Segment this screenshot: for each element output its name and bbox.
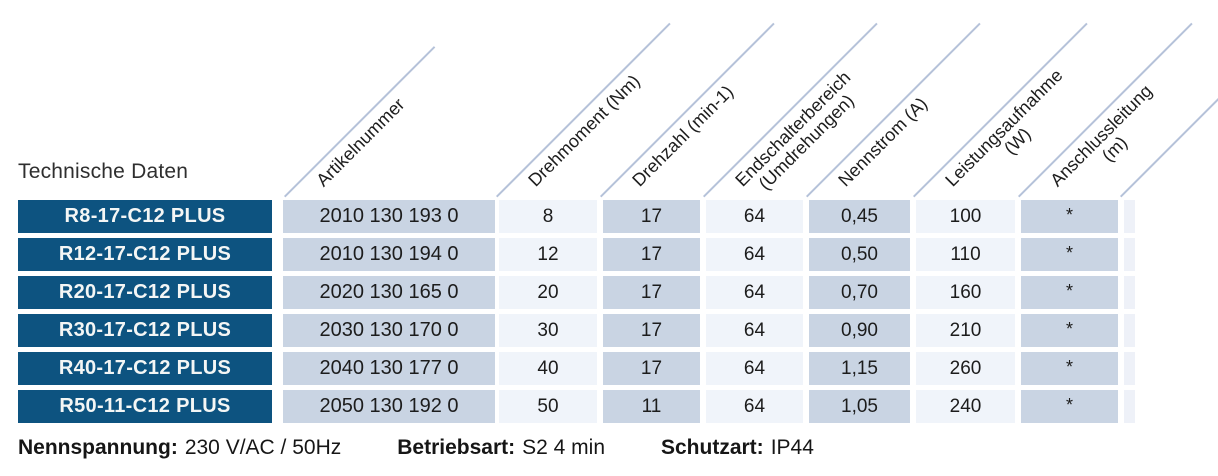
cell-artikelnummer: 2010 130 194 0 [283,238,495,271]
table-row: R8-17-C12 PLUS 2010 130 193 0 8 17 64 0,… [0,200,1218,233]
cell-anschlussleitung: * [1021,238,1118,271]
cell-strip [1124,390,1135,423]
cell-anschlussleitung: * [1021,276,1118,309]
cell-strip [1124,276,1135,309]
spec-value: IP44 [770,436,814,459]
cell-artikelnummer: 2040 130 177 0 [283,352,495,385]
cell-leistungsaufnahme: 210 [916,314,1015,347]
table-body: R8-17-C12 PLUS 2010 130 193 0 8 17 64 0,… [0,200,1218,428]
cell-nennstrom: 0,45 [809,200,910,233]
cell-drehmoment: 8 [499,200,597,233]
cell-drehzahl: 17 [603,200,700,233]
cell-drehzahl: 17 [603,238,700,271]
cell-drehmoment: 20 [499,276,597,309]
header-col-endschalterbereich: Endschalterbereich (Umdrehungen) [703,22,909,200]
spec-betriebsart: Betriebsart: S2 4 min [397,436,605,460]
cell-artikelnummer: 2050 130 192 0 [283,390,495,423]
table-header: Artikelnummer Drehmoment (Nm) Drehzahl (… [0,0,1218,200]
cell-nennstrom: 0,50 [809,238,910,271]
cell-anschlussleitung: * [1021,200,1118,233]
cell-strip [1124,352,1135,385]
page-title: Technische Daten [18,160,189,183]
cell-drehmoment: 12 [499,238,597,271]
cell-nennstrom: 1,15 [809,352,910,385]
table-row: R40-17-C12 PLUS 2040 130 177 0 40 17 64 … [0,352,1218,385]
cell-endschalterbereich: 64 [706,314,803,347]
cell-anschlussleitung: * [1021,352,1118,385]
table-row: R30-17-C12 PLUS 2030 130 170 0 30 17 64 … [0,314,1218,347]
cell-artikelnummer: 2030 130 170 0 [283,314,495,347]
cell-endschalterbereich: 64 [706,352,803,385]
footer-specs: Nennspannung: 230 V/AC / 50Hz Betriebsart… [18,436,814,460]
cell-strip [1124,200,1135,233]
cell-nennstrom: 0,70 [809,276,910,309]
cell-artikelnummer: 2010 130 193 0 [283,200,495,233]
cell-leistungsaufnahme: 160 [916,276,1015,309]
cell-model: R30-17-C12 PLUS [18,314,272,347]
cell-drehmoment: 30 [499,314,597,347]
cell-nennstrom: 0,90 [809,314,910,347]
table-row: R12-17-C12 PLUS 2010 130 194 0 12 17 64 … [0,238,1218,271]
cell-endschalterbereich: 64 [706,200,803,233]
cell-drehzahl: 17 [603,276,700,309]
spec-label: Betriebsart: [397,436,516,459]
cell-leistungsaufnahme: 260 [916,352,1015,385]
spec-value: 230 V/AC / 50Hz [184,436,342,459]
table-row: R20-17-C12 PLUS 2020 130 165 0 20 17 64 … [0,276,1218,309]
cell-model: R20-17-C12 PLUS [18,276,272,309]
cell-drehzahl: 11 [603,390,700,423]
cell-strip [1124,238,1135,271]
cell-leistungsaufnahme: 240 [916,390,1015,423]
cell-drehmoment: 50 [499,390,597,423]
spec-nennspannung: Nennspannung: 230 V/AC / 50Hz [18,436,341,460]
cell-anschlussleitung: * [1021,314,1118,347]
cell-drehmoment: 40 [499,352,597,385]
table-row: R50-11-C12 PLUS 2050 130 192 0 50 11 64 … [0,390,1218,423]
spec-label: Schutzart: [661,436,764,459]
cell-artikelnummer: 2020 130 165 0 [283,276,495,309]
cell-drehzahl: 17 [603,352,700,385]
cell-leistungsaufnahme: 100 [916,200,1015,233]
cell-model: R40-17-C12 PLUS [18,352,272,385]
spec-schutzart: Schutzart: IP44 [661,436,814,460]
cell-endschalterbereich: 64 [706,276,803,309]
cell-endschalterbereich: 64 [706,238,803,271]
cell-strip [1124,314,1135,347]
cell-model: R12-17-C12 PLUS [18,238,272,271]
header-col-artikelnummer: Artikelnummer [284,46,453,200]
cell-drehzahl: 17 [603,314,700,347]
cell-leistungsaufnahme: 110 [916,238,1015,271]
cell-nennstrom: 1,05 [809,390,910,423]
cell-model: R8-17-C12 PLUS [18,200,272,233]
spec-label: Nennspannung: [18,436,178,459]
cell-anschlussleitung: * [1021,390,1118,423]
cell-endschalterbereich: 64 [706,390,803,423]
spec-value: S2 4 min [522,436,605,459]
cell-model: R50-11-C12 PLUS [18,390,272,423]
